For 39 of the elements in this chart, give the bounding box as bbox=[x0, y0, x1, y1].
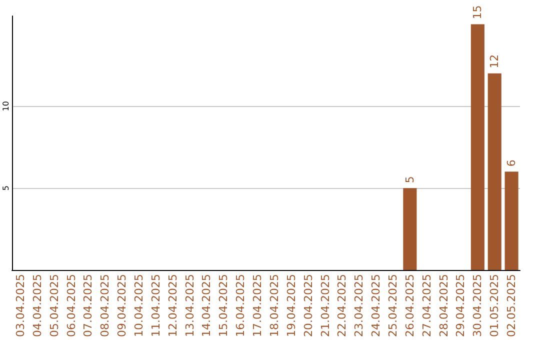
data-label: 12 bbox=[488, 54, 502, 68]
bar bbox=[403, 188, 417, 270]
x-tick-label: 08.04.2025 bbox=[98, 274, 112, 337]
x-tick-label: 10.04.2025 bbox=[132, 274, 146, 337]
x-tick-label: 17.04.2025 bbox=[251, 274, 264, 337]
x-tick-label: 12.04.2025 bbox=[166, 274, 180, 337]
x-tick-label: 06.04.2025 bbox=[64, 274, 78, 337]
x-tick-label: 07.04.2025 bbox=[82, 274, 95, 337]
x-tick-label: 13.04.2025 bbox=[183, 274, 196, 337]
x-tick-label: 18.04.2025 bbox=[268, 274, 281, 337]
bar bbox=[470, 24, 484, 270]
x-tick-label: 27.04.2025 bbox=[420, 274, 434, 337]
x-tick-label: 26.04.2025 bbox=[403, 274, 416, 337]
x-tick-label: 05.04.2025 bbox=[48, 274, 61, 337]
x-tick-label: 11.04.2025 bbox=[149, 274, 162, 337]
x-tick-label: 16.04.2025 bbox=[234, 274, 248, 337]
x-tick-label: 03.04.2025 bbox=[14, 274, 27, 337]
x-tick-label: 28.04.2025 bbox=[437, 274, 450, 337]
x-tick-label: 23.04.2025 bbox=[352, 274, 366, 337]
x-tick-label: 19.04.2025 bbox=[284, 274, 298, 337]
x-tick-label: 29.04.2025 bbox=[454, 274, 468, 337]
bar bbox=[504, 172, 518, 270]
data-label: 5 bbox=[403, 176, 416, 184]
y-tick-label: 10 bbox=[2, 101, 10, 112]
x-tick-label: 24.04.2025 bbox=[370, 274, 383, 337]
x-tick-label: 04.04.2025 bbox=[30, 274, 44, 337]
data-label: 15 bbox=[471, 5, 484, 20]
x-tick-label: 30.04.2025 bbox=[471, 274, 484, 337]
x-tick-label: 02.05.2025 bbox=[505, 274, 518, 337]
bar bbox=[488, 73, 502, 270]
x-tick-label: 15.04.2025 bbox=[217, 274, 230, 337]
x-tick-label: 22.04.2025 bbox=[336, 274, 349, 337]
x-tick-label: 20.04.2025 bbox=[302, 274, 315, 337]
x-tick-label: 09.04.2025 bbox=[116, 274, 129, 337]
x-tick-label: 01.05.2025 bbox=[488, 274, 502, 337]
x-tick-label: 21.04.2025 bbox=[318, 274, 332, 337]
x-tick-label: 25.04.2025 bbox=[386, 274, 400, 337]
x-tick-label: 14.04.2025 bbox=[200, 274, 214, 337]
data-label: 6 bbox=[505, 160, 518, 167]
